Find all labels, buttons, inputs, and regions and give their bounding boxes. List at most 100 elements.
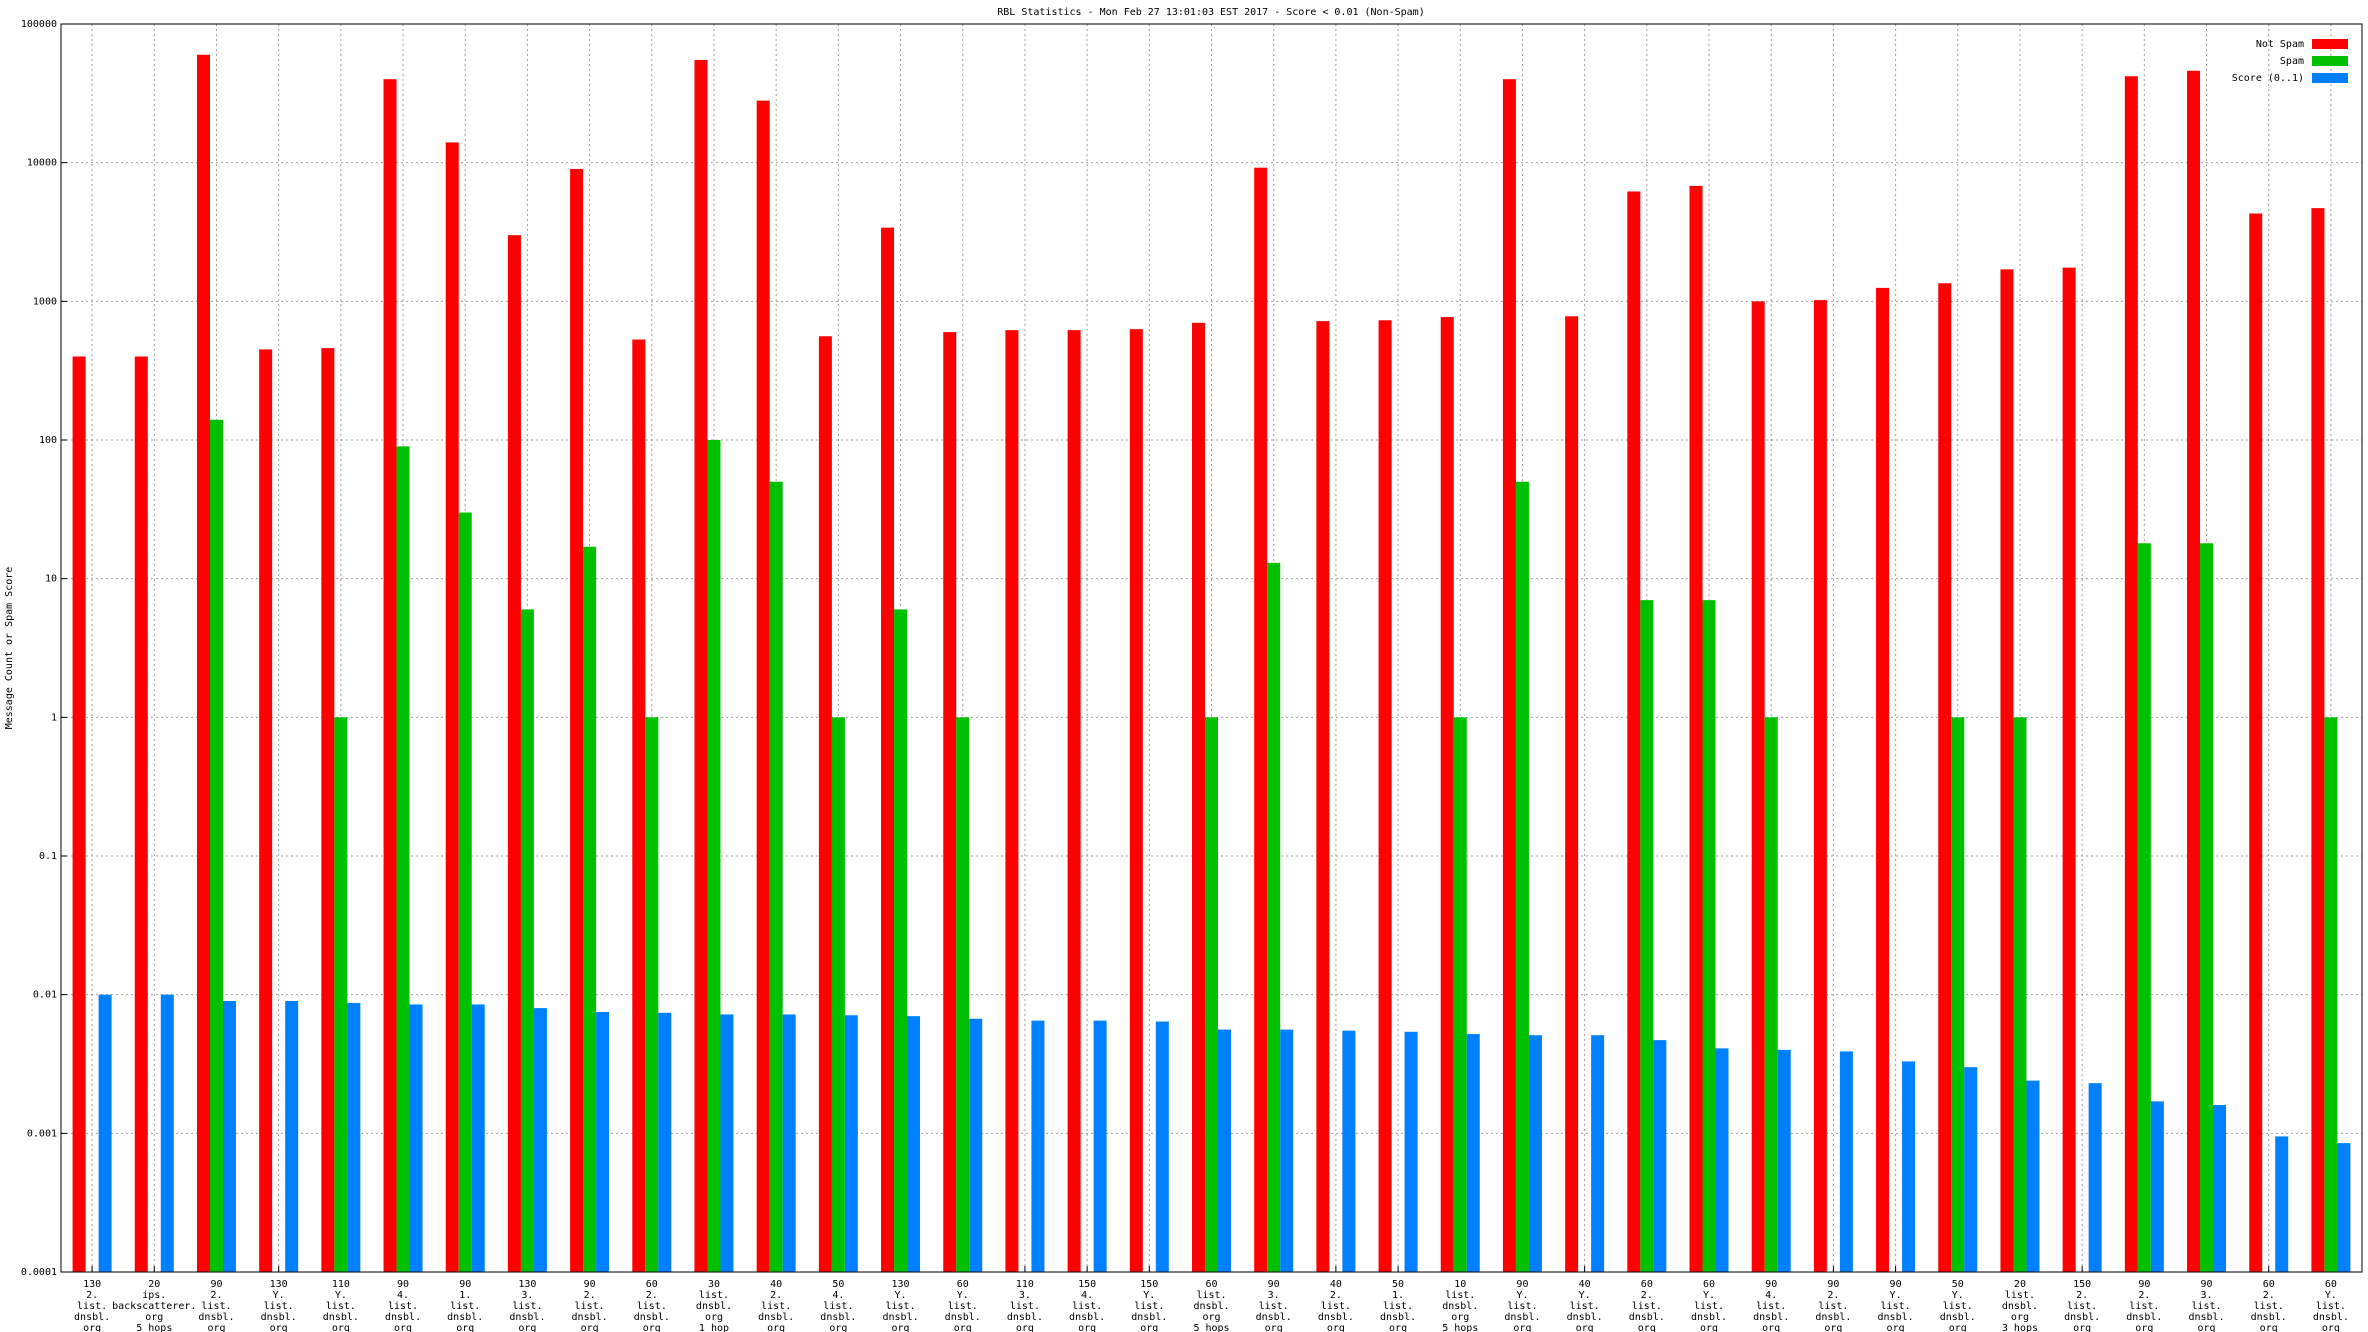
bar xyxy=(1280,1029,1294,1272)
x-tick-label-line: 150 xyxy=(2073,1279,2091,1290)
x-tick-label-line: 2. xyxy=(86,1290,98,1301)
bar xyxy=(2026,1080,2040,1272)
x-tick-label-line: 90 xyxy=(584,1279,596,1290)
plot-frame xyxy=(60,23,2363,1273)
x-tick-label-line: 110 xyxy=(332,1279,350,1290)
x-tick-label-line: 5 hops xyxy=(1193,1323,1229,1332)
legend-label: Score (0..1) xyxy=(2232,73,2304,84)
x-tick-label-line: 90 xyxy=(1890,1279,1902,1290)
x-tick-label-line: dnsbl. xyxy=(1442,1301,1478,1312)
x-tick-label-line: dnsbl. xyxy=(447,1312,483,1323)
x-tick-label-line: 50 xyxy=(1392,1279,1404,1290)
x-tick-label-line: org xyxy=(456,1323,474,1332)
x-tick-label-line: org xyxy=(1451,1312,1469,1323)
x-tick-label-line: org xyxy=(1700,1323,1718,1332)
bar xyxy=(1689,185,1703,1272)
x-tick-label-line: list. xyxy=(1943,1301,1973,1312)
x-tick-label-line: dnsbl. xyxy=(758,1312,794,1323)
x-tick-label-line: 50 xyxy=(832,1279,844,1290)
x-tick-label-line: list. xyxy=(450,1301,480,1312)
x-tick-label-line: 60 xyxy=(1205,1279,1217,1290)
x-tick-label-line: org xyxy=(581,1323,599,1332)
x-tick-label-line: 2. xyxy=(770,1290,782,1301)
y-tick-label: 100000 xyxy=(21,19,57,30)
x-tick-label-line: list. xyxy=(948,1301,978,1312)
x-tick-label-line: dnsbl. xyxy=(385,1312,421,1323)
bar xyxy=(507,235,521,1273)
bar xyxy=(209,419,223,1272)
bar xyxy=(1067,330,1081,1272)
x-tick-label-line: org xyxy=(1638,1323,1656,1332)
x-tick-label-line: dnsbl. xyxy=(1318,1312,1354,1323)
x-tick-label-line: list. xyxy=(1881,1301,1911,1312)
x-tick-label-line: 40 xyxy=(1579,1279,1591,1290)
x-tick-label-line: 60 xyxy=(2263,1279,2275,1290)
bar xyxy=(570,169,584,1272)
bar xyxy=(1938,283,1952,1272)
x-tick-label-line: org xyxy=(2073,1323,2091,1332)
x-tick-label: 30 list. dnsbl. org 1 hop xyxy=(696,1279,732,1332)
x-tick-label-line: 130 xyxy=(83,1279,101,1290)
y-tick-label: 0.01 xyxy=(33,990,57,1001)
x-tick-label-line: org xyxy=(1513,1323,1531,1332)
x-tick-label-line: list. xyxy=(2067,1301,2097,1312)
x-tick-label-line: dnsbl. xyxy=(1131,1312,1167,1323)
bar xyxy=(694,60,708,1272)
bar xyxy=(1777,1049,1791,1272)
x-tick-label-line: dnsbl. xyxy=(1815,1312,1851,1323)
x-tick-label-line: Y. xyxy=(1143,1290,1155,1301)
x-tick-label-line: 4. xyxy=(397,1290,409,1301)
bar xyxy=(2249,213,2263,1272)
x-tick-label-line: list. xyxy=(1570,1301,1600,1312)
x-tick-label: 904.list.dnsbl.orgorigin xyxy=(385,1279,421,1332)
x-tick-label-line: 5 hops xyxy=(136,1323,172,1332)
bar xyxy=(1254,167,1268,1272)
x-tick-label-line: dnsbl. xyxy=(2002,1301,2038,1312)
x-tick-label-line: org xyxy=(2011,1312,2029,1323)
bar xyxy=(2200,543,2214,1272)
bar xyxy=(1951,717,1965,1272)
legend-swatch xyxy=(2312,73,2348,83)
x-tick-label-line: org xyxy=(1016,1323,1034,1332)
x-tick-label-line: 90 xyxy=(210,1279,222,1290)
bar xyxy=(222,1001,236,1272)
x-tick-label-line: 2. xyxy=(2138,1290,2150,1301)
bar xyxy=(1031,1020,1045,1272)
bar xyxy=(1502,79,1516,1272)
bar xyxy=(471,1004,485,1272)
x-tick-label-line: 90 xyxy=(459,1279,471,1290)
bar xyxy=(347,1003,361,1272)
bar xyxy=(1715,1048,1729,1272)
bar xyxy=(1205,717,1218,1272)
x-tick-label-line: dnsbl. xyxy=(945,1312,981,1323)
x-tick-label-line: dnsbl. xyxy=(261,1312,297,1323)
bar xyxy=(458,512,472,1272)
x-tick-label-line: 60 xyxy=(2325,1279,2337,1290)
x-tick-label-line: dnsbl. xyxy=(1193,1301,1229,1312)
bar xyxy=(658,1012,672,1272)
bar xyxy=(98,994,112,1272)
x-tick-label: 10 list. dnsbl. org 5 hops xyxy=(1442,1279,1478,1332)
x-tick-label-line: dnsbl. xyxy=(509,1312,545,1323)
bar xyxy=(2124,76,2138,1272)
x-tick-label-line: list. xyxy=(1383,1301,1413,1312)
bar xyxy=(756,100,770,1272)
x-tick-label-line: Y. xyxy=(335,1290,347,1301)
bar xyxy=(1591,1035,1605,1272)
bar xyxy=(2213,1105,2227,1272)
bar xyxy=(943,332,957,1272)
bar xyxy=(818,336,832,1273)
x-tick-label-line: Y. xyxy=(1703,1290,1715,1301)
x-tick-label-line: list. xyxy=(1507,1301,1537,1312)
bar xyxy=(907,1016,921,1272)
x-tick-label-line: list. xyxy=(575,1301,605,1312)
